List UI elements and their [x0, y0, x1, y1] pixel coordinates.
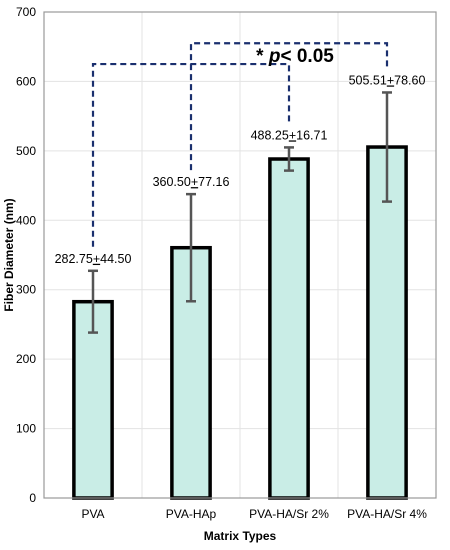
y-tick-label: 300 [16, 283, 36, 297]
y-tick-label: 0 [29, 491, 36, 505]
plus-minus-glyph: + [93, 252, 100, 266]
x-tick-label: PVA-HAp [166, 507, 217, 521]
data-labels: 282.75+44.50360.50+77.16488.25+16.71505.… [55, 73, 426, 265]
plus-minus-glyph: + [387, 73, 394, 87]
data-label-value: 488.25 [251, 128, 289, 142]
data-label-error: 77.16 [198, 175, 229, 189]
data-label-error: 78.60 [394, 73, 425, 87]
significance-brackets [91, 42, 389, 247]
data-label-error: 16.71 [296, 128, 327, 142]
y-tick-label: 200 [16, 352, 36, 366]
sig-threshold: < 0.05 [280, 46, 334, 67]
data-label: 505.51+78.60 [349, 73, 426, 87]
sig-marker: * [256, 46, 269, 67]
data-label-value: 505.51 [349, 73, 387, 87]
significance-label: * p< 0.05 [256, 46, 334, 67]
x-tick-label: PVA-HA/Sr 2% [249, 507, 329, 521]
data-label: 488.25+16.71 [251, 128, 328, 142]
data-label: 282.75+44.50 [55, 252, 132, 266]
plus-minus-glyph: + [289, 128, 296, 142]
sig-p: p [268, 46, 281, 67]
y-tick-label: 500 [16, 144, 36, 158]
plot-frame [43, 11, 437, 499]
data-label-error: 44.50 [100, 252, 131, 266]
significance-bracket [91, 62, 291, 247]
data-label-value: 282.75 [55, 252, 93, 266]
y-tick-label: 700 [16, 5, 36, 19]
y-tick-label: 600 [16, 74, 36, 88]
y-axis-title: Fiber Diameter (nm) [2, 198, 16, 311]
data-label: 360.50+77.16 [153, 175, 230, 189]
x-tick-label: PVA [81, 507, 104, 521]
axes: 0 100 200 300 400 500 600 700 PVA PVA-HAp PVA-HA/S… [16, 5, 427, 521]
significance-bracket [189, 42, 389, 171]
data-label-value: 360.50 [153, 175, 191, 189]
bars [72, 145, 408, 500]
x-axis-title: Matrix Types [204, 529, 277, 543]
bar [268, 157, 310, 500]
error-bars [88, 91, 392, 334]
x-tick-label: PVA-HA/Sr 4% [347, 507, 427, 521]
plus-minus-glyph: + [191, 175, 198, 189]
y-tick-label: 400 [16, 213, 36, 227]
y-tick-label: 100 [16, 422, 36, 436]
